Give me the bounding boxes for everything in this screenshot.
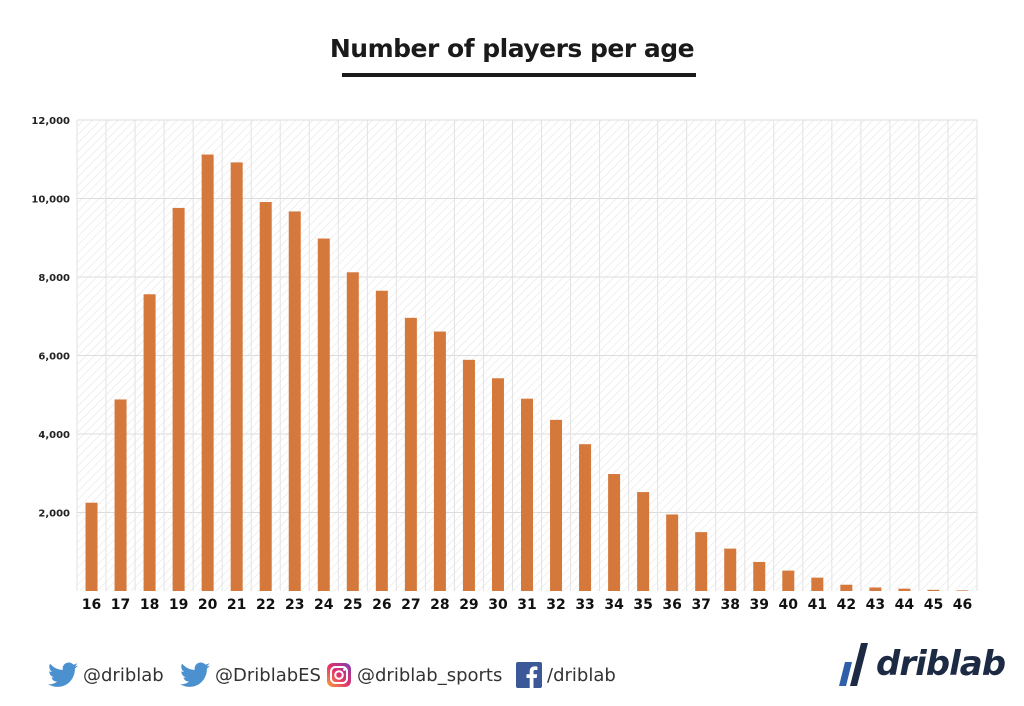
- x-tick-label: 39: [750, 597, 769, 613]
- x-tick-label: 16: [82, 597, 101, 613]
- bar: [288, 211, 301, 591]
- x-tick-label: 34: [604, 597, 624, 613]
- bar: [346, 272, 359, 591]
- bar: [491, 378, 504, 591]
- bar: [956, 590, 969, 591]
- y-tick-label: 12,000: [31, 116, 70, 127]
- x-tick-label: 38: [720, 597, 739, 613]
- x-tick-label: 30: [488, 597, 508, 613]
- bar: [869, 587, 882, 591]
- bar: [608, 474, 621, 591]
- x-tick-label: 20: [198, 597, 218, 613]
- x-tick-label: 21: [227, 597, 246, 613]
- x-tick-label: 43: [866, 597, 885, 613]
- bar: [550, 419, 563, 591]
- driblab-logo: driblab: [836, 640, 1006, 688]
- bar: [172, 207, 185, 592]
- x-tick-label: 44: [895, 597, 915, 613]
- bar: [317, 238, 330, 591]
- x-tick-label: 46: [953, 597, 972, 613]
- bar: [462, 359, 475, 591]
- x-tick-label: 35: [633, 597, 652, 613]
- bar: [840, 584, 853, 591]
- y-tick-label: 10,000: [31, 195, 70, 206]
- x-tick-label: 25: [343, 597, 362, 613]
- x-tick-label: 45: [924, 597, 943, 613]
- twitter-handle-1[interactable]: @driblab: [48, 660, 164, 690]
- bar: [753, 561, 766, 591]
- bar: [666, 514, 679, 591]
- driblab-logo-text: driblab: [876, 644, 1006, 684]
- x-tick-label: 42: [837, 597, 856, 613]
- x-tick-label: 18: [140, 597, 159, 613]
- twitter-handle-2[interactable]: @DriblabES: [180, 660, 321, 690]
- facebook-handle-label: /driblab: [547, 664, 616, 686]
- bar: [898, 588, 911, 591]
- y-tick-label: 2,000: [38, 509, 70, 520]
- x-tick-label: 24: [314, 597, 334, 613]
- x-tick-label: 41: [808, 597, 827, 613]
- x-tick-label: 32: [546, 597, 565, 613]
- facebook-handle[interactable]: /driblab: [516, 660, 616, 690]
- y-tick-label: 6,000: [38, 352, 70, 363]
- x-tick-label: 33: [575, 597, 594, 613]
- y-tick-label: 4,000: [38, 430, 70, 441]
- bar: [637, 492, 650, 591]
- driblab-logo-mark: [839, 643, 868, 686]
- x-tick-label: 27: [401, 597, 420, 613]
- y-tick-label: 8,000: [38, 273, 70, 284]
- x-tick-label: 28: [430, 597, 449, 613]
- x-tick-label: 29: [459, 597, 478, 613]
- instagram-handle-label: @driblab_sports: [357, 664, 503, 686]
- bar: [85, 502, 98, 591]
- bar: [404, 317, 417, 591]
- twitter-icon: [48, 662, 78, 688]
- bar: [782, 570, 795, 591]
- bar: [927, 589, 940, 591]
- bar: [259, 202, 272, 591]
- x-tick-label: 23: [285, 597, 304, 613]
- bar: [521, 398, 533, 591]
- bar: [143, 294, 156, 591]
- twitter-handle-1-label: @driblab: [83, 664, 164, 686]
- footer: @driblab @DriblabES @dri: [0, 656, 1024, 696]
- x-tick-label: 40: [779, 597, 799, 613]
- twitter-handle-2-label: @DriblabES: [215, 664, 321, 686]
- x-tick-label: 19: [169, 597, 188, 613]
- chart-title: Number of players per age: [329, 34, 695, 63]
- bar: [433, 331, 446, 591]
- x-tick-label: 26: [372, 597, 391, 613]
- bar: [375, 290, 388, 591]
- title-underline: [342, 73, 696, 77]
- bar: [695, 532, 708, 591]
- instagram-icon: [326, 662, 352, 688]
- twitter-icon: [180, 662, 210, 688]
- bar: [724, 548, 737, 591]
- bar-chart: 2,000 4,000 6,000 8,000 10,000 12,000 16 17 18 1…: [31, 116, 978, 613]
- x-tick-label: 31: [517, 597, 536, 613]
- x-tick-label: 37: [691, 597, 710, 613]
- bar: [114, 399, 127, 591]
- instagram-handle[interactable]: @driblab_sports: [326, 660, 502, 690]
- x-tick-label: 17: [111, 597, 130, 613]
- x-tick-label: 22: [256, 597, 275, 613]
- facebook-icon: [516, 662, 542, 688]
- bar: [201, 154, 214, 592]
- bar: [811, 577, 824, 591]
- bar: [579, 444, 592, 591]
- x-tick-label: 36: [662, 597, 681, 613]
- bar: [230, 162, 243, 591]
